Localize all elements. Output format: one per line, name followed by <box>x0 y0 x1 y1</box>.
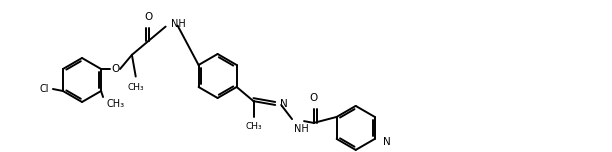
Text: CH₃: CH₃ <box>127 83 144 92</box>
Text: O: O <box>310 93 318 103</box>
Text: N: N <box>382 137 390 147</box>
Text: N: N <box>280 99 288 109</box>
Text: NH: NH <box>171 19 185 29</box>
Text: Cl: Cl <box>39 84 49 94</box>
Text: O: O <box>111 64 119 74</box>
Text: O: O <box>144 12 153 22</box>
Text: CH₃: CH₃ <box>245 122 262 131</box>
Text: CH₃: CH₃ <box>106 99 124 109</box>
Text: NH: NH <box>294 124 309 134</box>
